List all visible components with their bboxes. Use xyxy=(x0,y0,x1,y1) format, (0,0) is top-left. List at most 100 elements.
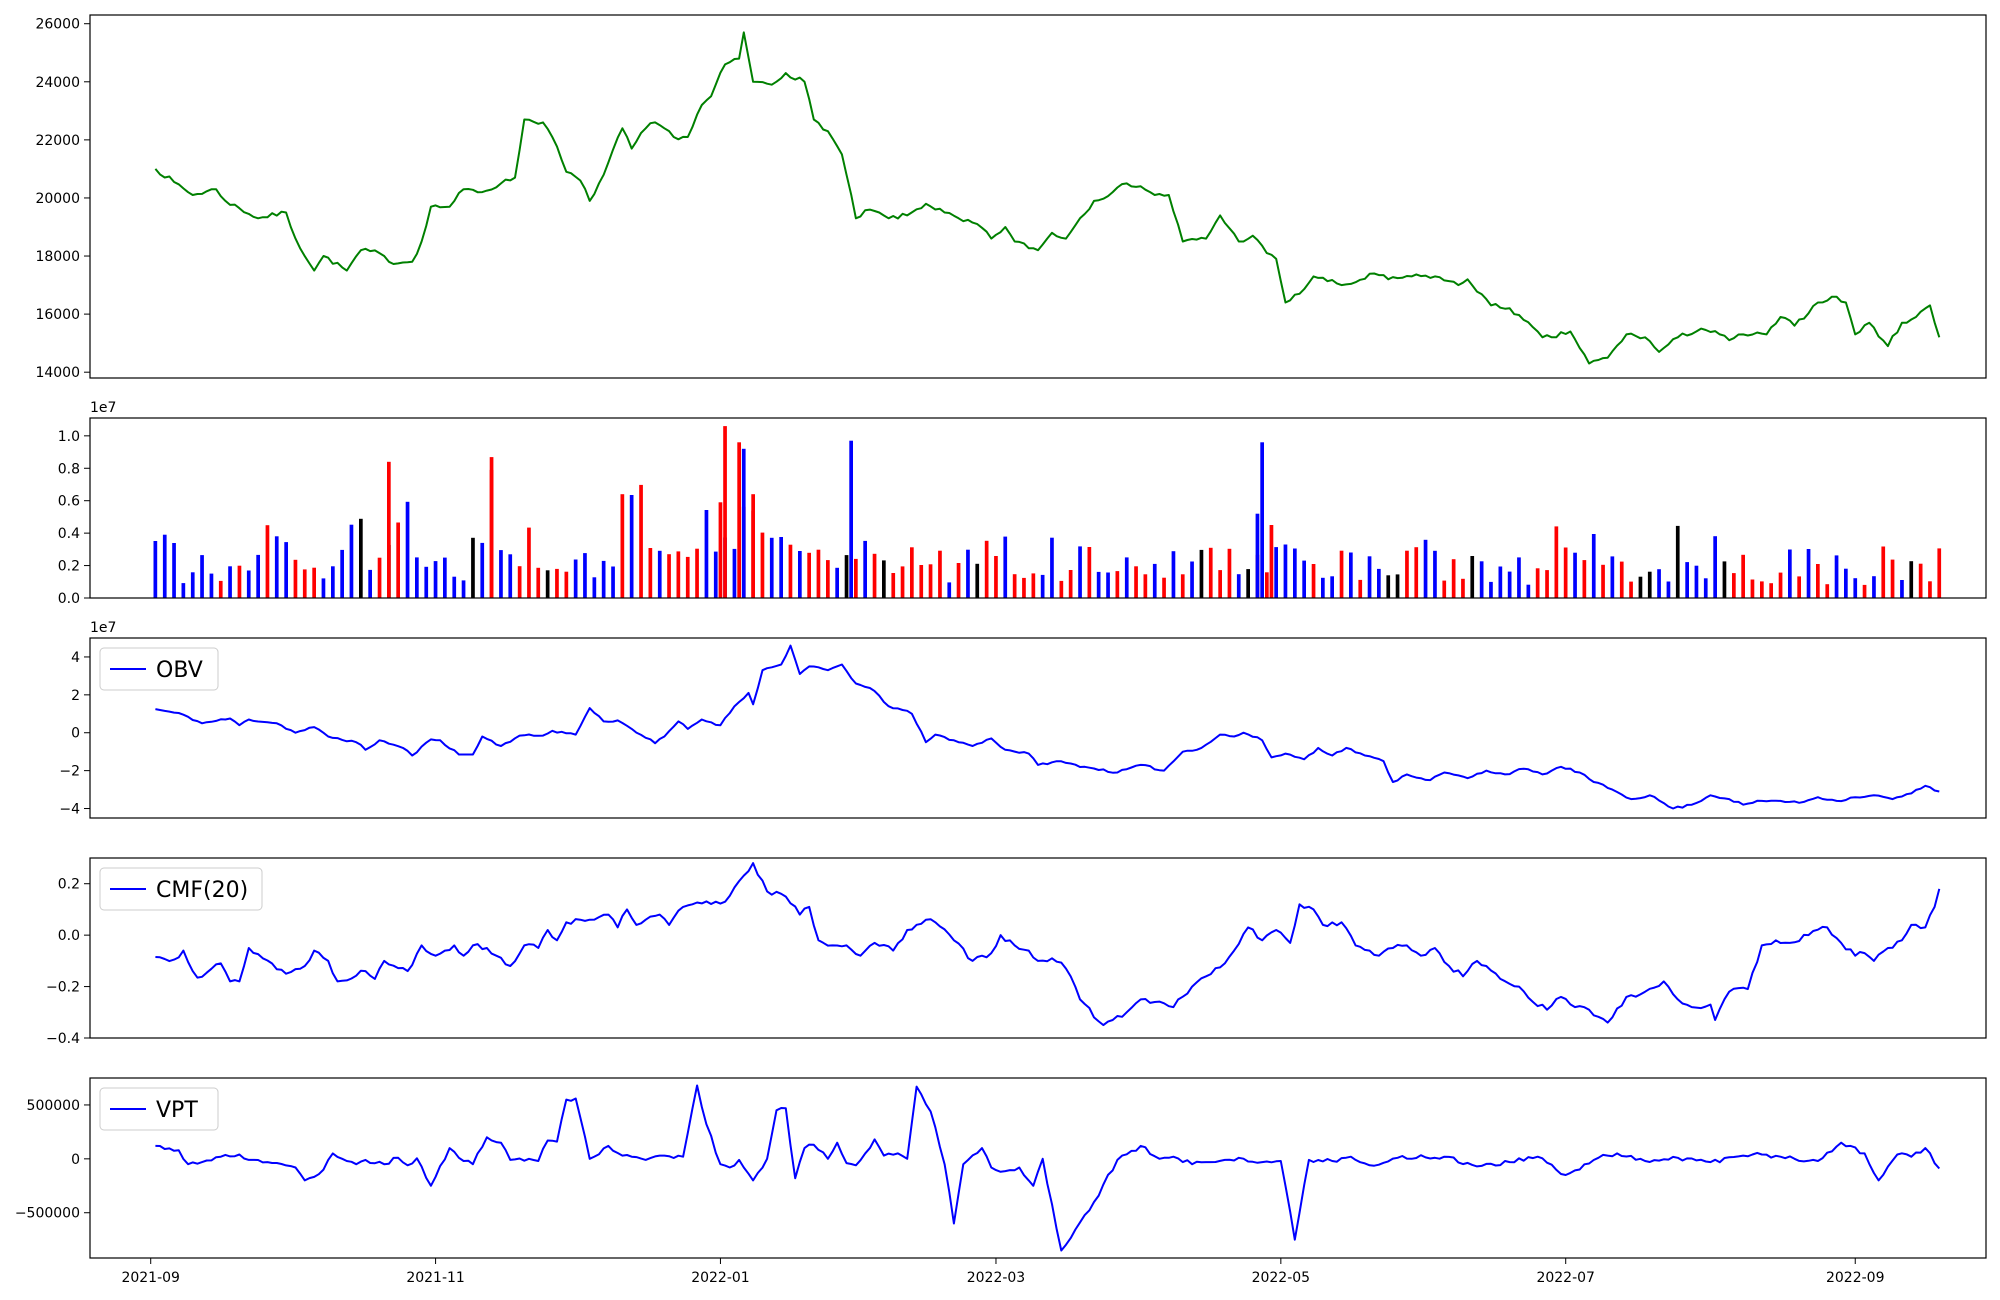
volume-bar xyxy=(1395,574,1400,598)
cmf-ytick-label: −0.4 xyxy=(46,1031,80,1047)
x-tick-label: 2022-09 xyxy=(1826,1270,1885,1286)
cmf-ytick-label: 0.2 xyxy=(58,877,80,893)
volume-bar xyxy=(798,551,802,598)
volume-bar xyxy=(312,567,316,598)
volume-bar xyxy=(1741,554,1745,598)
volume-bar xyxy=(1423,539,1428,598)
volume-bar xyxy=(1489,581,1493,598)
volume-bar xyxy=(555,568,559,598)
volume-bar xyxy=(891,573,896,598)
volume-bar xyxy=(1554,526,1559,598)
volume-bar xyxy=(779,537,783,598)
vpt-series-line xyxy=(155,1084,1941,1252)
volume-bar xyxy=(741,448,746,598)
volume-bar xyxy=(1260,442,1264,598)
volume-bar xyxy=(1582,560,1587,598)
volume-bar xyxy=(1218,570,1222,598)
volume-bar xyxy=(1096,571,1101,598)
volume-panel: 0.0 0.2 0.4 0.6 0.8 1.0 1e7 xyxy=(58,400,1987,607)
volume-bar xyxy=(1573,552,1577,598)
price-ytick-label: 14000 xyxy=(35,365,80,381)
volume-bar xyxy=(415,557,419,598)
volume-bar xyxy=(723,426,727,598)
vpt-panel: −500000 0 500000 VPT xyxy=(15,1077,1987,1259)
volume-bar xyxy=(938,550,942,598)
volume-bar xyxy=(209,573,214,598)
volume-bar xyxy=(1405,550,1409,598)
volume-bar xyxy=(1563,547,1568,598)
volume-bar xyxy=(1703,578,1708,598)
volume-bar xyxy=(452,576,457,598)
volume-bar xyxy=(545,570,550,598)
volume-bar xyxy=(1003,536,1008,598)
volume-bar xyxy=(849,440,853,598)
volume-bar xyxy=(872,553,877,598)
volume-bar xyxy=(181,583,186,598)
volume-bar xyxy=(508,554,513,598)
x-tick-label: 2022-05 xyxy=(1252,1270,1311,1286)
volume-bar xyxy=(1050,537,1054,598)
volume-bar xyxy=(1872,576,1876,598)
volume-bar xyxy=(882,560,886,598)
volume-bar xyxy=(1853,578,1858,598)
volume-bar xyxy=(1040,574,1045,598)
volume-bar xyxy=(1414,547,1419,598)
volume-bar xyxy=(1180,574,1185,598)
volume-bar xyxy=(592,577,597,598)
obv-panel: −4 −2 0 2 4 1e7 OBV xyxy=(59,620,1987,819)
volume-bar xyxy=(1517,557,1521,598)
volume-bar xyxy=(1806,549,1811,598)
volume-bar xyxy=(1909,561,1914,598)
price-ytick-label: 16000 xyxy=(35,307,80,323)
volume-bar xyxy=(1890,559,1895,598)
vpt-legend-label: VPT xyxy=(156,1098,198,1123)
volume-bar xyxy=(274,536,279,598)
volume-bar xyxy=(246,570,251,598)
volume-bar xyxy=(321,578,326,598)
volume-bar xyxy=(284,542,288,598)
volume-bar xyxy=(331,566,335,598)
volume-bar xyxy=(1255,513,1260,598)
volume-bar xyxy=(237,565,242,598)
cmf-legend-box xyxy=(99,867,263,911)
cmf-axes-frame xyxy=(89,857,1987,1039)
volume-bar xyxy=(433,561,438,598)
volume-bar xyxy=(1937,548,1942,598)
volume-bar xyxy=(1928,581,1932,598)
obv-offset-label: 1e7 xyxy=(90,620,116,636)
volume-bar xyxy=(517,566,522,598)
volume-bar xyxy=(910,547,914,598)
volume-bar xyxy=(807,552,811,598)
volume-ytick-label: 0.2 xyxy=(58,559,80,575)
volume-bar xyxy=(1722,561,1727,598)
volume-bar xyxy=(1377,568,1381,598)
volume-bar xyxy=(629,495,634,598)
volume-bar xyxy=(471,537,475,598)
cmf-ytick-label: −0.2 xyxy=(46,980,80,996)
volume-bar xyxy=(685,556,690,598)
vpt-ytick-label: −500000 xyxy=(15,1206,80,1222)
volume-bar xyxy=(1713,536,1717,598)
volume-bar xyxy=(667,554,671,598)
volume-bar xyxy=(648,548,653,598)
volume-bar xyxy=(1862,584,1867,598)
volume-bar xyxy=(1685,562,1689,598)
volume-bar xyxy=(975,563,980,598)
volume-bar xyxy=(1358,579,1363,598)
volume-bar xyxy=(611,566,615,598)
price-ytick-label: 18000 xyxy=(35,249,80,265)
volume-bar xyxy=(1022,577,1026,598)
obv-ytick-label: 0 xyxy=(71,726,80,742)
volume-bar xyxy=(1208,547,1213,598)
volume-bar xyxy=(527,527,531,598)
volume-bar xyxy=(1881,546,1886,598)
obv-ytick-label: 2 xyxy=(71,688,80,704)
volume-bar xyxy=(1012,574,1017,598)
volume-bar xyxy=(1265,572,1269,598)
volume-bar xyxy=(1610,556,1615,598)
volume-bar xyxy=(536,567,541,598)
volume-bar xyxy=(153,541,158,598)
volume-bar xyxy=(405,501,410,598)
volume-bar xyxy=(919,565,924,598)
